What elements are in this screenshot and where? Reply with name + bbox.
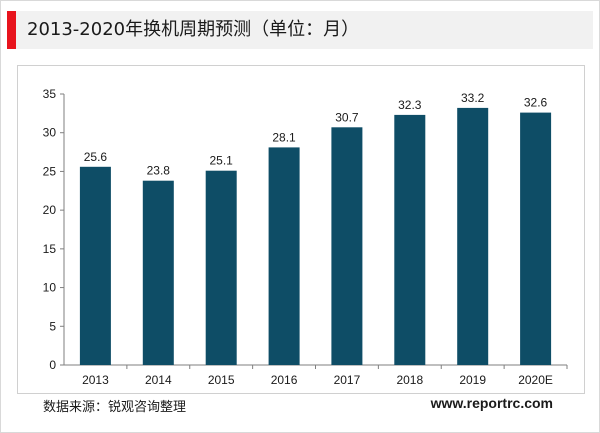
data-source-note: 数据来源：锐观咨询整理 <box>43 400 187 415</box>
y-tick-label: 20 <box>43 203 57 217</box>
bar <box>331 127 363 365</box>
y-tick-label: 10 <box>43 281 57 295</box>
data-label: 28.1 <box>272 130 296 144</box>
bar <box>142 180 174 365</box>
data-label: 23.8 <box>147 164 171 178</box>
x-tick-label: 2020E <box>518 373 553 387</box>
y-tick-label: 5 <box>49 319 56 333</box>
data-label: 25.1 <box>210 154 234 168</box>
data-label: 32.3 <box>398 98 422 112</box>
plot-border <box>17 65 585 394</box>
bar <box>457 107 489 366</box>
title-bar <box>7 11 593 49</box>
y-tick-label: 30 <box>43 126 57 140</box>
title-accent-bar <box>7 11 16 49</box>
website-url: www.reportrc.com <box>430 395 553 411</box>
x-tick-label: 2013 <box>82 373 109 387</box>
data-label: 25.6 <box>84 150 108 164</box>
bar <box>79 166 111 365</box>
y-tick-label: 35 <box>43 87 57 101</box>
chart-title: 2013-2020年换机周期预测（单位：月） <box>27 19 360 40</box>
bar <box>205 170 237 365</box>
data-label: 30.7 <box>335 110 359 124</box>
x-tick-label: 2016 <box>271 373 298 387</box>
data-label: 32.6 <box>524 96 548 110</box>
x-tick-label: 2015 <box>208 373 235 387</box>
bar <box>394 114 426 366</box>
x-tick-label: 2017 <box>334 373 361 387</box>
y-tick-label: 0 <box>49 358 56 372</box>
bar <box>268 147 300 365</box>
x-tick-label: 2018 <box>396 373 423 387</box>
bar <box>520 112 552 365</box>
x-tick-label: 2014 <box>145 373 172 387</box>
y-tick-label: 25 <box>43 164 57 178</box>
x-tick-label: 2019 <box>459 373 486 387</box>
y-tick-label: 15 <box>43 242 57 256</box>
data-label: 33.2 <box>461 91 485 105</box>
